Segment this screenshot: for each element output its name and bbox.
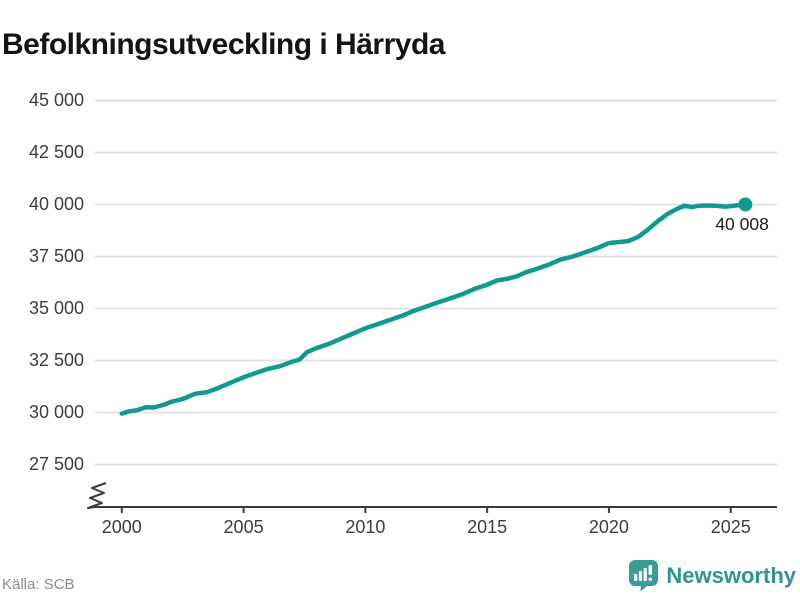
y-axis-tick-label: 42 500 xyxy=(28,141,84,162)
y-axis-tick-label: 27 500 xyxy=(28,453,84,474)
newsworthy-speech-bubble-chart-icon xyxy=(628,559,659,592)
axis-break-icon xyxy=(87,482,107,509)
page-title: Befolkningsutveckling i Härryda xyxy=(2,28,445,62)
y-axis-tick-label: 32 500 xyxy=(28,349,84,370)
x-axis-tick-label: 2005 xyxy=(223,517,264,537)
last-point-marker xyxy=(738,197,753,212)
y-axis-tick-label: 40 000 xyxy=(28,193,84,214)
x-axis-tick-label: 2020 xyxy=(588,517,629,537)
last-point-value-label: 40 008 xyxy=(715,214,769,235)
x-axis-tick-label: 2025 xyxy=(710,517,751,537)
source-caption: Källa: SCB xyxy=(2,576,75,593)
newsworthy-logo[interactable]: Newsworthy xyxy=(628,559,796,592)
y-axis-tick-label: 30 000 xyxy=(28,401,84,422)
x-axis-tick-label: 2010 xyxy=(345,517,386,537)
y-axis-tick-label: 45 000 xyxy=(28,89,84,110)
y-axis-tick-label: 35 000 xyxy=(28,297,84,318)
population-series-line xyxy=(119,202,748,416)
y-axis-tick-label: 37 500 xyxy=(28,245,84,266)
x-axis-tick-label: 2015 xyxy=(467,517,508,537)
newsworthy-logo-text: Newsworthy xyxy=(666,562,796,588)
x-axis-tick-label: 2000 xyxy=(101,517,142,537)
